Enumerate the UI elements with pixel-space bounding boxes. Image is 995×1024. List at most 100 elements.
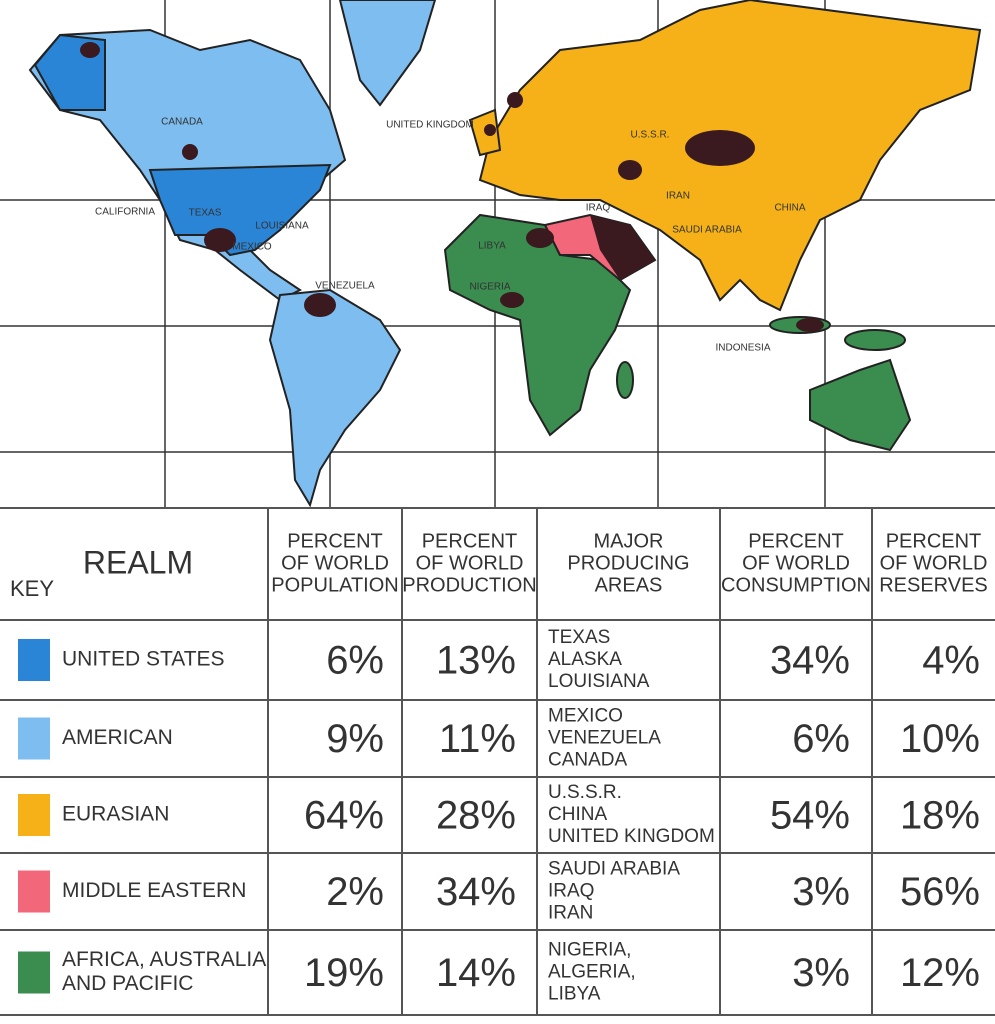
column-header: PERCENT [748,530,844,552]
map-labels: CANADA UNITED KINGDOM U.S.S.R. CALIFORNIA TE… [95,117,806,354]
oil-region [80,42,100,58]
map-label: IRAQ [586,203,611,214]
column-header: OF WORLD [281,552,389,574]
percent-cell: 34% [770,639,850,683]
percent-cell: 2% [326,870,384,914]
map-label: U.S.S.R. [631,130,670,141]
percent-cell: 11% [439,717,516,761]
percent-cell: 64% [304,794,384,838]
producing-area: CHINA [548,804,607,825]
key-label: KEY [10,576,54,601]
key-swatch [18,951,50,994]
map-label: NIGERIA [469,282,510,293]
realm-name: MIDDLE EASTERN [62,879,246,902]
column-header: PERCENT [886,530,982,552]
column-header: OF WORLD [742,552,850,574]
island [616,361,634,399]
map-label: CANADA [161,117,203,128]
percent-cell: 28% [436,794,516,838]
column-header: PRODUCTION [402,574,536,596]
realm-name: AFRICA, AUSTRALIA [62,948,266,971]
australia [809,358,912,452]
percent-cell: 18% [900,794,980,838]
producing-area: ALASKA [548,649,622,670]
producing-area: LIBYA [548,984,601,1005]
producing-area: IRAN [548,903,593,924]
map-label: MEXICO [232,242,272,253]
realm-name: AND PACIFIC [62,972,193,995]
column-header: RESERVES [879,574,988,596]
producing-area: ALGERIA, [548,962,636,983]
map-label: CHINA [774,203,805,214]
column-header: PERCENT [422,530,518,552]
percent-cell: 13% [436,639,516,683]
percent-cell: 14% [436,951,516,995]
realm-name: EURASIAN [62,803,169,826]
column-header: PERCENT [287,530,383,552]
oil-region [484,124,496,136]
map-label: VENEZUELA [315,281,375,292]
map-label: IRAN [666,191,690,202]
producing-area: VENEZUELA [548,728,661,749]
realm-name: AMERICAN [62,726,173,749]
percent-cell: 9% [326,717,384,761]
key-swatch [18,717,50,760]
oil-region [182,144,198,160]
key-swatch [18,794,50,836]
percent-cell: 34% [436,870,516,914]
percent-cell: 10% [900,717,980,761]
map-label: LOUISIANA [255,221,309,232]
producing-area: UNITED KINGDOM [548,826,715,847]
map-label: LIBYA [478,241,506,252]
south-america [268,288,402,508]
realm-header: REALM [83,544,193,580]
column-header: MAJOR [594,530,664,552]
united-states [148,163,332,257]
island [844,329,906,351]
producing-area: LOUISIANA [548,671,650,692]
oil-region [618,160,642,180]
column-header: OF WORLD [880,552,988,574]
column-header: AREAS [595,574,663,596]
producing-area: CANADA [548,750,628,771]
percent-cell: 4% [922,639,980,683]
column-header: OF WORLD [416,552,524,574]
producing-area: MEXICO [548,706,623,727]
key-swatch [18,870,50,913]
percent-cell: 3% [792,951,850,995]
column-header: PRODUCING [567,552,689,574]
producing-area: SAUDI ARABIA [548,859,680,880]
map-label: UNITED KINGDOM [386,120,474,131]
percent-cell: 19% [304,951,384,995]
oil-region [796,318,824,332]
producing-area: TEXAS [548,627,610,648]
percent-cell: 12% [900,951,980,995]
oil-regions [80,42,824,332]
map-label: TEXAS [189,208,222,219]
producing-area: IRAQ [548,881,594,902]
map-label: INDONESIA [715,343,770,354]
producing-area: U.S.S.R. [548,782,622,803]
percent-cell: 56% [900,870,980,914]
percent-cell: 6% [326,639,384,683]
percent-cell: 3% [792,870,850,914]
column-header: POPULATION [271,574,398,596]
column-header: CONSUMPTION [721,574,871,596]
oil-region [685,130,755,166]
map-label: CALIFORNIA [95,207,155,218]
percent-cell: 54% [770,794,850,838]
oil-region [507,92,523,108]
oil-region [304,293,336,317]
key-swatch [18,639,50,681]
greenland [338,0,437,107]
percent-cell: 6% [792,717,850,761]
map-label: SAUDI ARABIA [672,225,742,236]
continents [28,0,982,508]
oil-region [526,228,554,248]
oil-region [204,228,236,252]
realm-name: UNITED STATES [62,648,225,671]
oil-region [590,215,655,280]
map: CANADA UNITED KINGDOM U.S.S.R. CALIFORNIA TE… [0,0,995,508]
